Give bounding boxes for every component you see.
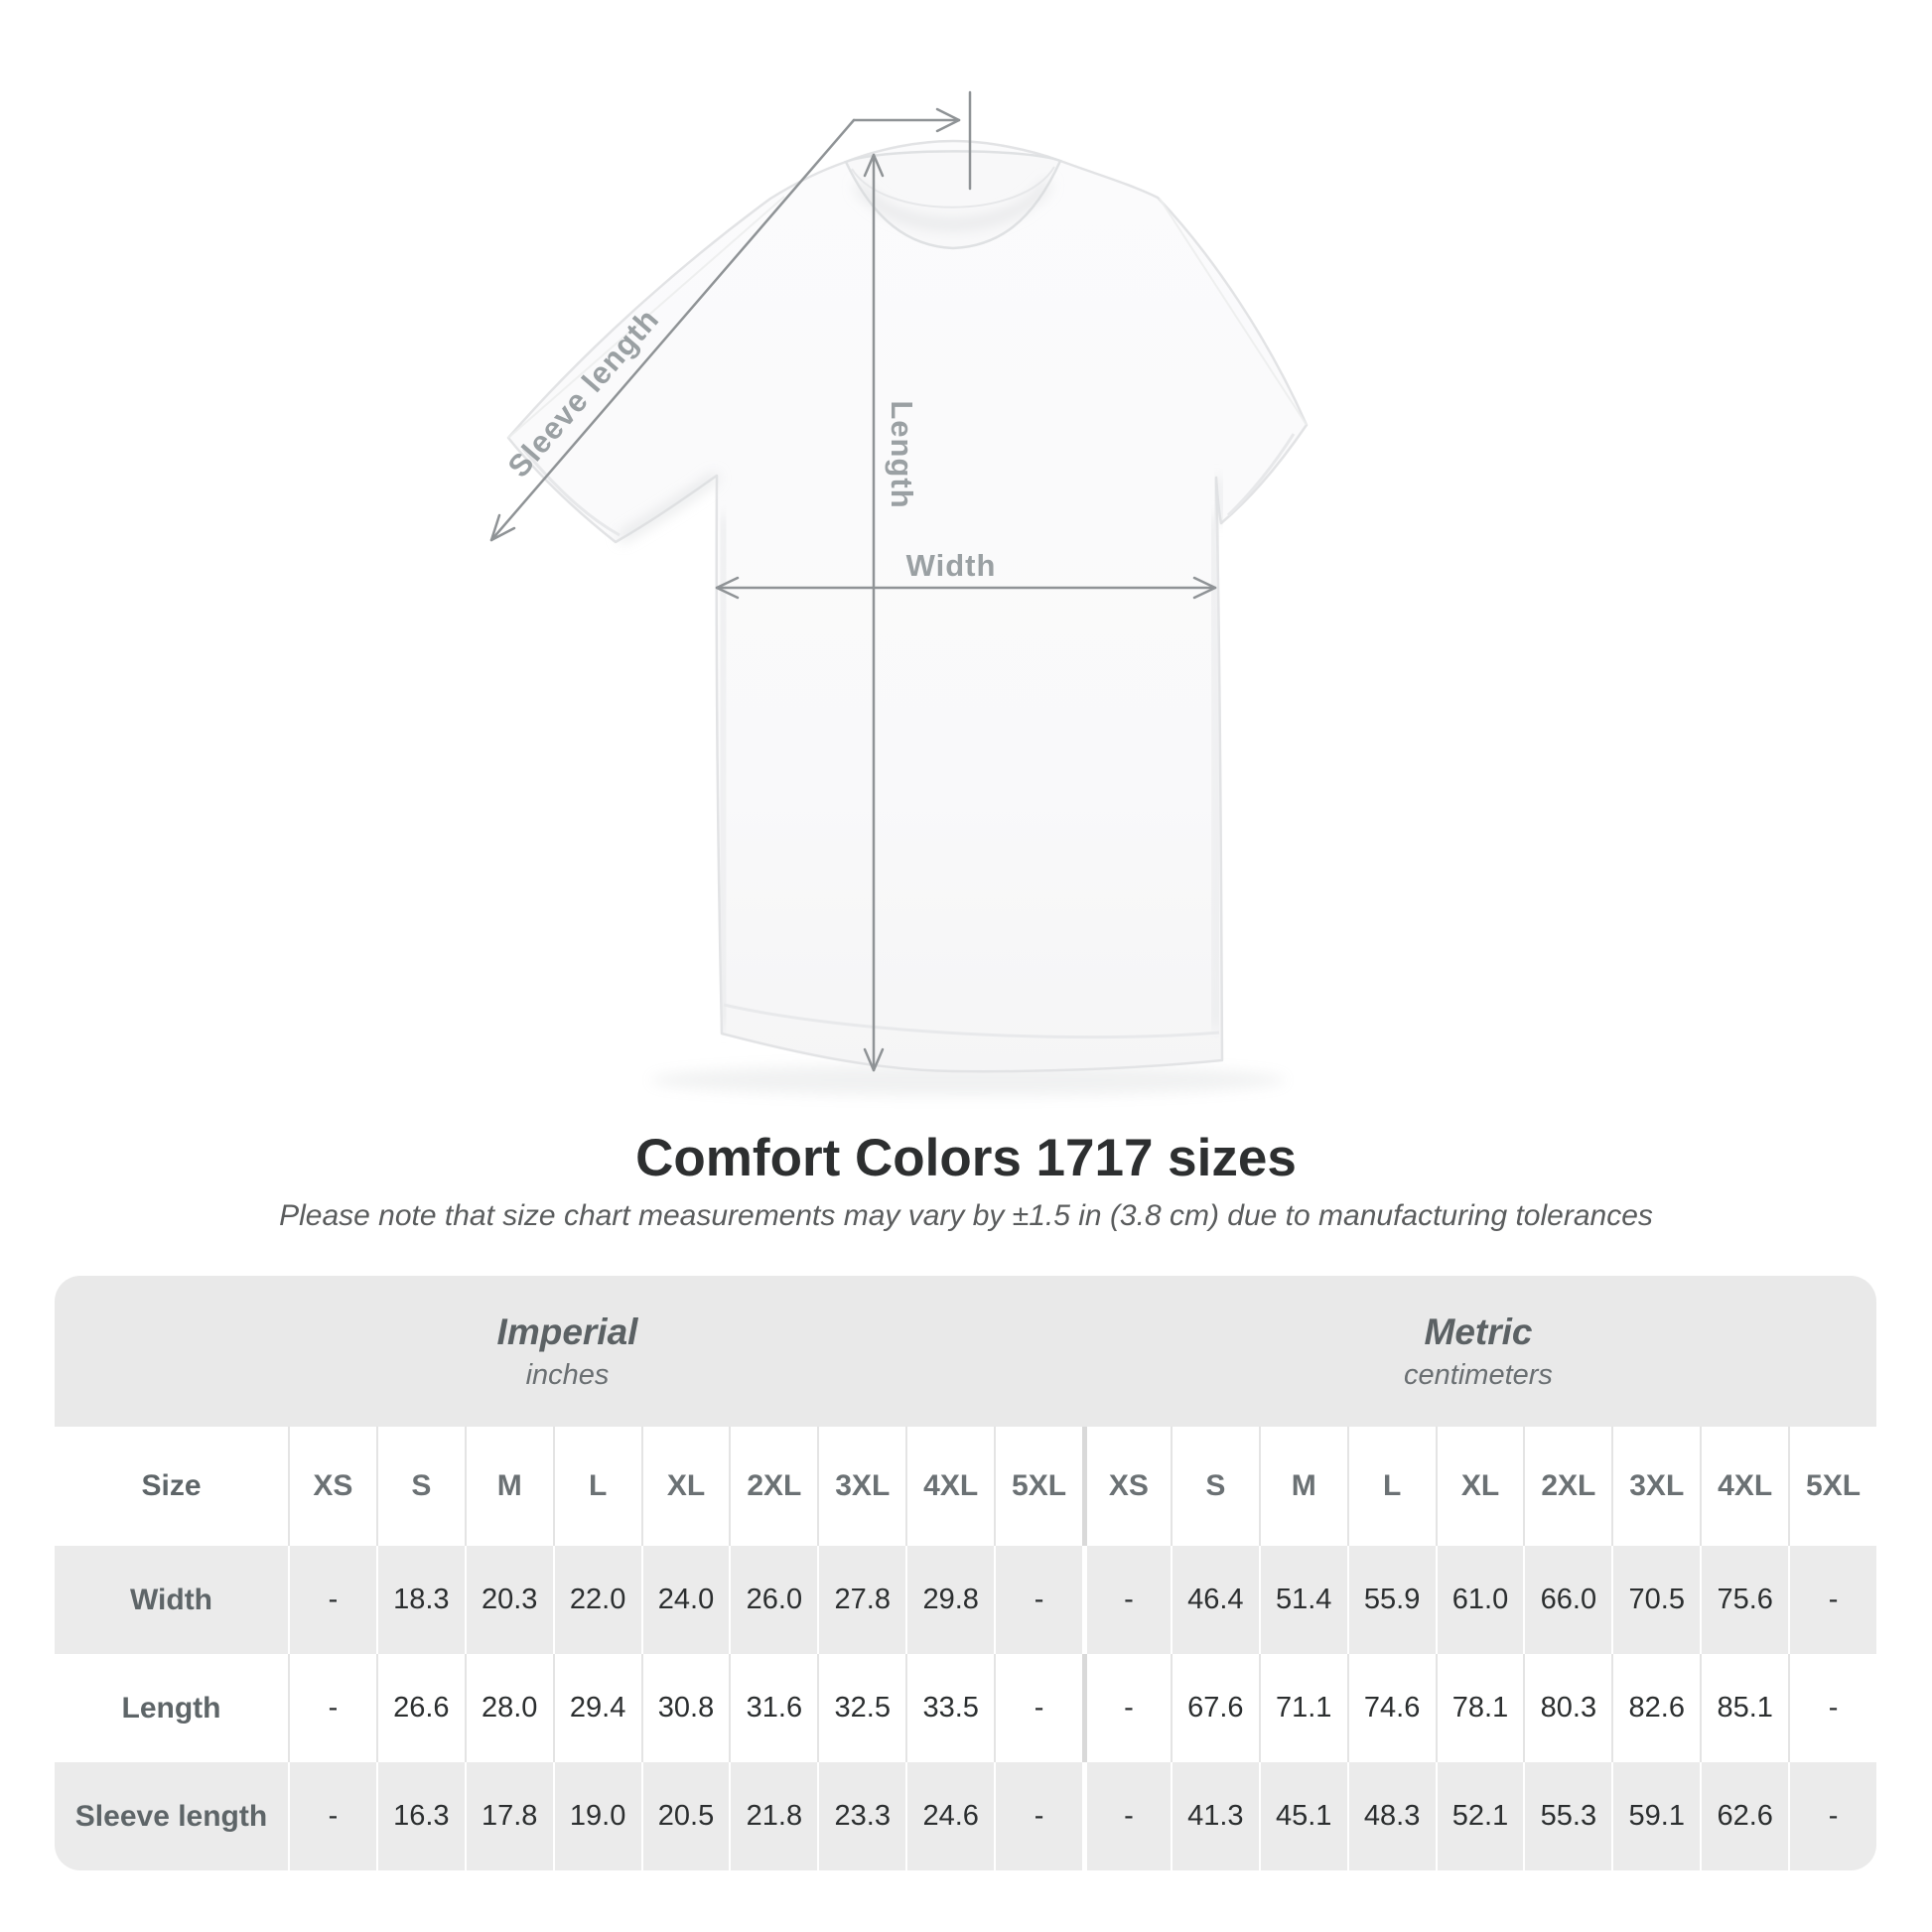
row-label-length: Length: [55, 1654, 288, 1762]
value-length-imperial-L: 29.4: [552, 1654, 641, 1762]
value-sleeve-length-imperial-4XL: 24.6: [905, 1762, 995, 1870]
value-sleeve-length-metric-XS: -: [1081, 1762, 1171, 1870]
value-length-imperial-3XL: 32.5: [817, 1654, 906, 1762]
value-sleeve-length-imperial-L: 19.0: [552, 1762, 641, 1870]
value-width-metric-S: 46.4: [1170, 1546, 1259, 1654]
size-header-metric-XS: XS: [1081, 1427, 1171, 1546]
size-header-imperial-5XL: 5XL: [994, 1427, 1082, 1546]
value-width-imperial-4XL: 29.8: [905, 1546, 995, 1654]
size-header-imperial-2XL: 2XL: [729, 1427, 818, 1546]
value-width-metric-L: 55.9: [1346, 1546, 1436, 1654]
value-width-imperial-XL: 24.0: [640, 1546, 730, 1654]
size-header-imperial-S: S: [375, 1427, 465, 1546]
value-length-metric-5XL: -: [1788, 1654, 1876, 1762]
imperial-title: Imperial: [496, 1311, 638, 1352]
metric-unit: centimeters: [1404, 1358, 1553, 1391]
value-width-metric-XS: -: [1081, 1546, 1171, 1654]
shirt-shadow: [650, 1064, 1286, 1096]
value-width-imperial-S: 18.3: [375, 1546, 465, 1654]
size-header-metric-5XL: 5XL: [1788, 1427, 1876, 1546]
value-width-imperial-M: 20.3: [464, 1546, 553, 1654]
value-length-imperial-M: 28.0: [464, 1654, 553, 1762]
value-sleeve-length-metric-XL: 52.1: [1435, 1762, 1524, 1870]
shirt-collar: [844, 150, 1062, 250]
size-header-imperial-XS: XS: [288, 1427, 376, 1546]
value-length-metric-XL: 78.1: [1435, 1654, 1524, 1762]
value-width-imperial-5XL: -: [994, 1546, 1082, 1654]
value-length-metric-L: 74.6: [1346, 1654, 1436, 1762]
value-length-imperial-5XL: -: [994, 1654, 1082, 1762]
value-width-metric-4XL: 75.6: [1700, 1546, 1789, 1654]
value-width-metric-XL: 61.0: [1435, 1546, 1524, 1654]
value-width-imperial-3XL: 27.8: [817, 1546, 906, 1654]
size-column-header: Size: [55, 1427, 288, 1546]
unit-group-imperial: Imperial inches: [55, 1276, 1080, 1427]
value-sleeve-length-imperial-XS: -: [288, 1762, 376, 1870]
size-header-imperial-L: L: [552, 1427, 641, 1546]
value-length-imperial-S: 26.6: [375, 1654, 465, 1762]
value-width-metric-2XL: 66.0: [1523, 1546, 1612, 1654]
size-header-metric-L: L: [1346, 1427, 1436, 1546]
sleeve-length-arrow: [489, 90, 972, 542]
width-label: Width: [905, 548, 997, 583]
value-length-metric-M: 71.1: [1258, 1654, 1347, 1762]
row-label-sleeve-length: Sleeve length: [55, 1762, 288, 1870]
value-sleeve-length-imperial-5XL: -: [994, 1762, 1082, 1870]
size-header-metric-S: S: [1170, 1427, 1259, 1546]
tshirt-figure: Sleeve length Length Width: [489, 90, 1309, 1096]
size-header-imperial-3XL: 3XL: [817, 1427, 906, 1546]
shirt-shape: [506, 139, 1309, 1073]
value-width-imperial-2XL: 26.0: [729, 1546, 818, 1654]
value-sleeve-length-metric-4XL: 62.6: [1700, 1762, 1789, 1870]
value-width-imperial-XS: -: [288, 1546, 376, 1654]
value-sleeve-length-imperial-M: 17.8: [464, 1762, 553, 1870]
size-header-imperial-XL: XL: [640, 1427, 730, 1546]
value-sleeve-length-imperial-2XL: 21.8: [729, 1762, 818, 1870]
value-sleeve-length-metric-M: 45.1: [1258, 1762, 1347, 1870]
value-sleeve-length-imperial-3XL: 23.3: [817, 1762, 906, 1870]
value-length-imperial-4XL: 33.5: [905, 1654, 995, 1762]
tshirt-image: [489, 90, 1309, 1096]
value-sleeve-length-imperial-XL: 20.5: [640, 1762, 730, 1870]
value-sleeve-length-imperial-S: 16.3: [375, 1762, 465, 1870]
value-length-metric-2XL: 80.3: [1523, 1654, 1612, 1762]
size-table-grid: Size XS S M L XL 2XL 3XL 4XL 5XL XS S M L XL 2XL 3XL 4XL 5…: [55, 1427, 1876, 1870]
width-arrow: [715, 576, 1217, 600]
metric-title: Metric: [1424, 1311, 1533, 1352]
size-header-metric-M: M: [1258, 1427, 1347, 1546]
value-sleeve-length-metric-3XL: 59.1: [1611, 1762, 1701, 1870]
value-length-metric-XS: -: [1081, 1654, 1171, 1762]
size-header-imperial-M: M: [464, 1427, 553, 1546]
size-header-metric-2XL: 2XL: [1523, 1427, 1612, 1546]
value-length-imperial-XS: -: [288, 1654, 376, 1762]
unit-group-band: Imperial inches Metric centimeters: [55, 1276, 1876, 1427]
value-width-metric-5XL: -: [1788, 1546, 1876, 1654]
unit-group-metric: Metric centimeters: [1080, 1276, 1876, 1427]
size-chart-title: Comfort Colors 1717 sizes: [635, 1129, 1297, 1187]
size-header-metric-3XL: 3XL: [1611, 1427, 1701, 1546]
value-sleeve-length-metric-S: 41.3: [1170, 1762, 1259, 1870]
size-header-metric-4XL: 4XL: [1700, 1427, 1789, 1546]
imperial-unit: inches: [525, 1358, 610, 1391]
tolerance-note: Please note that size chart measurements…: [279, 1199, 1653, 1232]
value-sleeve-length-metric-5XL: -: [1788, 1762, 1876, 1870]
value-length-metric-4XL: 85.1: [1700, 1654, 1789, 1762]
value-width-imperial-L: 22.0: [552, 1546, 641, 1654]
size-header-metric-XL: XL: [1435, 1427, 1524, 1546]
value-length-imperial-2XL: 31.6: [729, 1654, 818, 1762]
size-table: Imperial inches Metric centimeters Size X…: [55, 1276, 1876, 1870]
value-width-metric-M: 51.4: [1258, 1546, 1347, 1654]
length-label: Length: [885, 400, 919, 509]
row-label-width: Width: [55, 1546, 288, 1654]
value-length-metric-3XL: 82.6: [1611, 1654, 1701, 1762]
value-width-metric-3XL: 70.5: [1611, 1546, 1701, 1654]
value-sleeve-length-metric-2XL: 55.3: [1523, 1762, 1612, 1870]
value-sleeve-length-metric-L: 48.3: [1346, 1762, 1436, 1870]
length-arrow: [863, 153, 885, 1072]
value-length-imperial-XL: 30.8: [640, 1654, 730, 1762]
size-header-imperial-4XL: 4XL: [905, 1427, 995, 1546]
value-length-metric-S: 67.6: [1170, 1654, 1259, 1762]
